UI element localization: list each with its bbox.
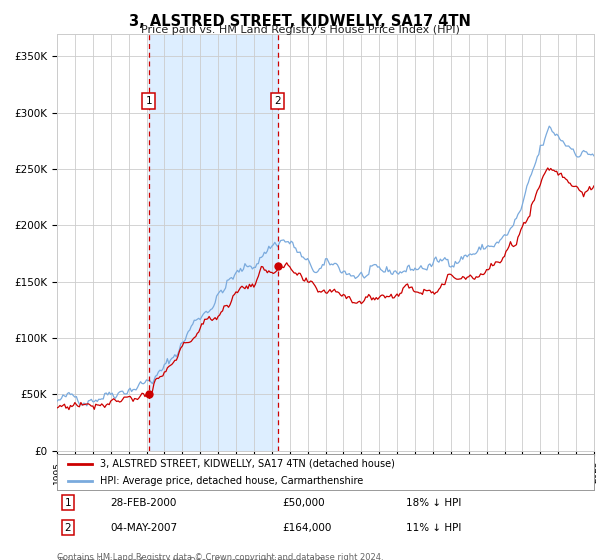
Text: 3, ALSTRED STREET, KIDWELLY, SA17 4TN (detached house): 3, ALSTRED STREET, KIDWELLY, SA17 4TN (d… — [100, 459, 395, 469]
Text: 18% ↓ HPI: 18% ↓ HPI — [406, 498, 461, 508]
Text: £50,000: £50,000 — [283, 498, 325, 508]
Text: 2: 2 — [64, 522, 71, 533]
Text: Contains HM Land Registry data © Crown copyright and database right 2024.: Contains HM Land Registry data © Crown c… — [57, 553, 383, 560]
Text: 11% ↓ HPI: 11% ↓ HPI — [406, 522, 461, 533]
Text: 3, ALSTRED STREET, KIDWELLY, SA17 4TN: 3, ALSTRED STREET, KIDWELLY, SA17 4TN — [129, 14, 471, 29]
Bar — [149, 34, 278, 451]
Text: Price paid vs. HM Land Registry's House Price Index (HPI): Price paid vs. HM Land Registry's House … — [140, 25, 460, 35]
Text: HPI: Average price, detached house, Carmarthenshire: HPI: Average price, detached house, Carm… — [100, 476, 363, 486]
Text: 2: 2 — [274, 96, 281, 106]
Text: 1: 1 — [145, 96, 152, 106]
Text: This data is licensed under the Open Government Licence v3.0.: This data is licensed under the Open Gov… — [57, 557, 325, 560]
Text: 04-MAY-2007: 04-MAY-2007 — [111, 522, 178, 533]
Text: £164,000: £164,000 — [283, 522, 332, 533]
Text: 28-FEB-2000: 28-FEB-2000 — [111, 498, 177, 508]
Text: 1: 1 — [64, 498, 71, 508]
